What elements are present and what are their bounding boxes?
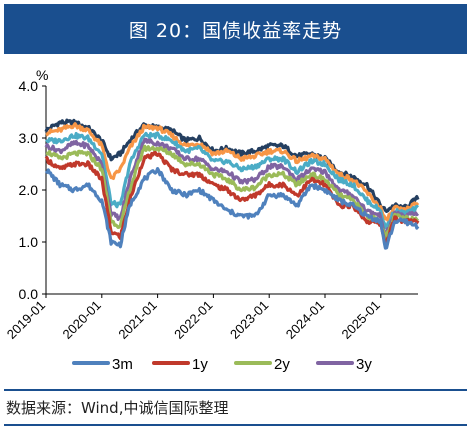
x-tick-label: 2019-01 — [4, 298, 48, 342]
source-note: 数据来源：Wind,中诚信国际整理 — [6, 399, 229, 417]
legend-label-3y: 3y — [356, 356, 372, 373]
series-line-3m — [44, 167, 420, 250]
y-tick-label: 1.0 — [19, 234, 39, 250]
divider-top — [4, 389, 467, 391]
legend-label-1y: 1y — [192, 356, 208, 373]
x-tick-label: 2021-01 — [115, 298, 159, 342]
y-tick-label: 3.0 — [19, 130, 39, 146]
chart-area: 0.0 1.0 2.0 3.0 4.0% 2019-01 2020-01 2021-01 202… — [0, 58, 471, 388]
series-line-7y — [45, 122, 420, 222]
series-line-10y — [44, 118, 420, 213]
legend-label-3m: 3m — [112, 356, 133, 373]
x-tick-label: 2020-01 — [60, 298, 104, 342]
y-axis-unit: % — [36, 67, 48, 83]
yield-line-chart: 0.0 1.0 2.0 3.0 4.0% 2019-01 2020-01 2021-01 202… — [4, 67, 420, 373]
x-tick-label: 2025-01 — [339, 298, 383, 342]
x-tick-label: 2023-01 — [227, 298, 271, 342]
chart-title: 图 20：国债收益率走势 — [128, 19, 343, 42]
chart-title-banner: 图 20：国债收益率走势 — [4, 4, 467, 54]
series-line-1y — [44, 150, 420, 247]
y-tick-label: 4.0 — [19, 78, 39, 94]
x-tick-label: 2024-01 — [283, 298, 327, 342]
y-tick-label: 2.0 — [19, 182, 39, 198]
divider-bottom — [4, 424, 467, 426]
series-line-5y — [45, 131, 420, 230]
x-tick-label: 2022-01 — [171, 298, 215, 342]
y-tick-label: 0.0 — [19, 286, 39, 302]
legend-label-2y: 2y — [274, 356, 290, 373]
